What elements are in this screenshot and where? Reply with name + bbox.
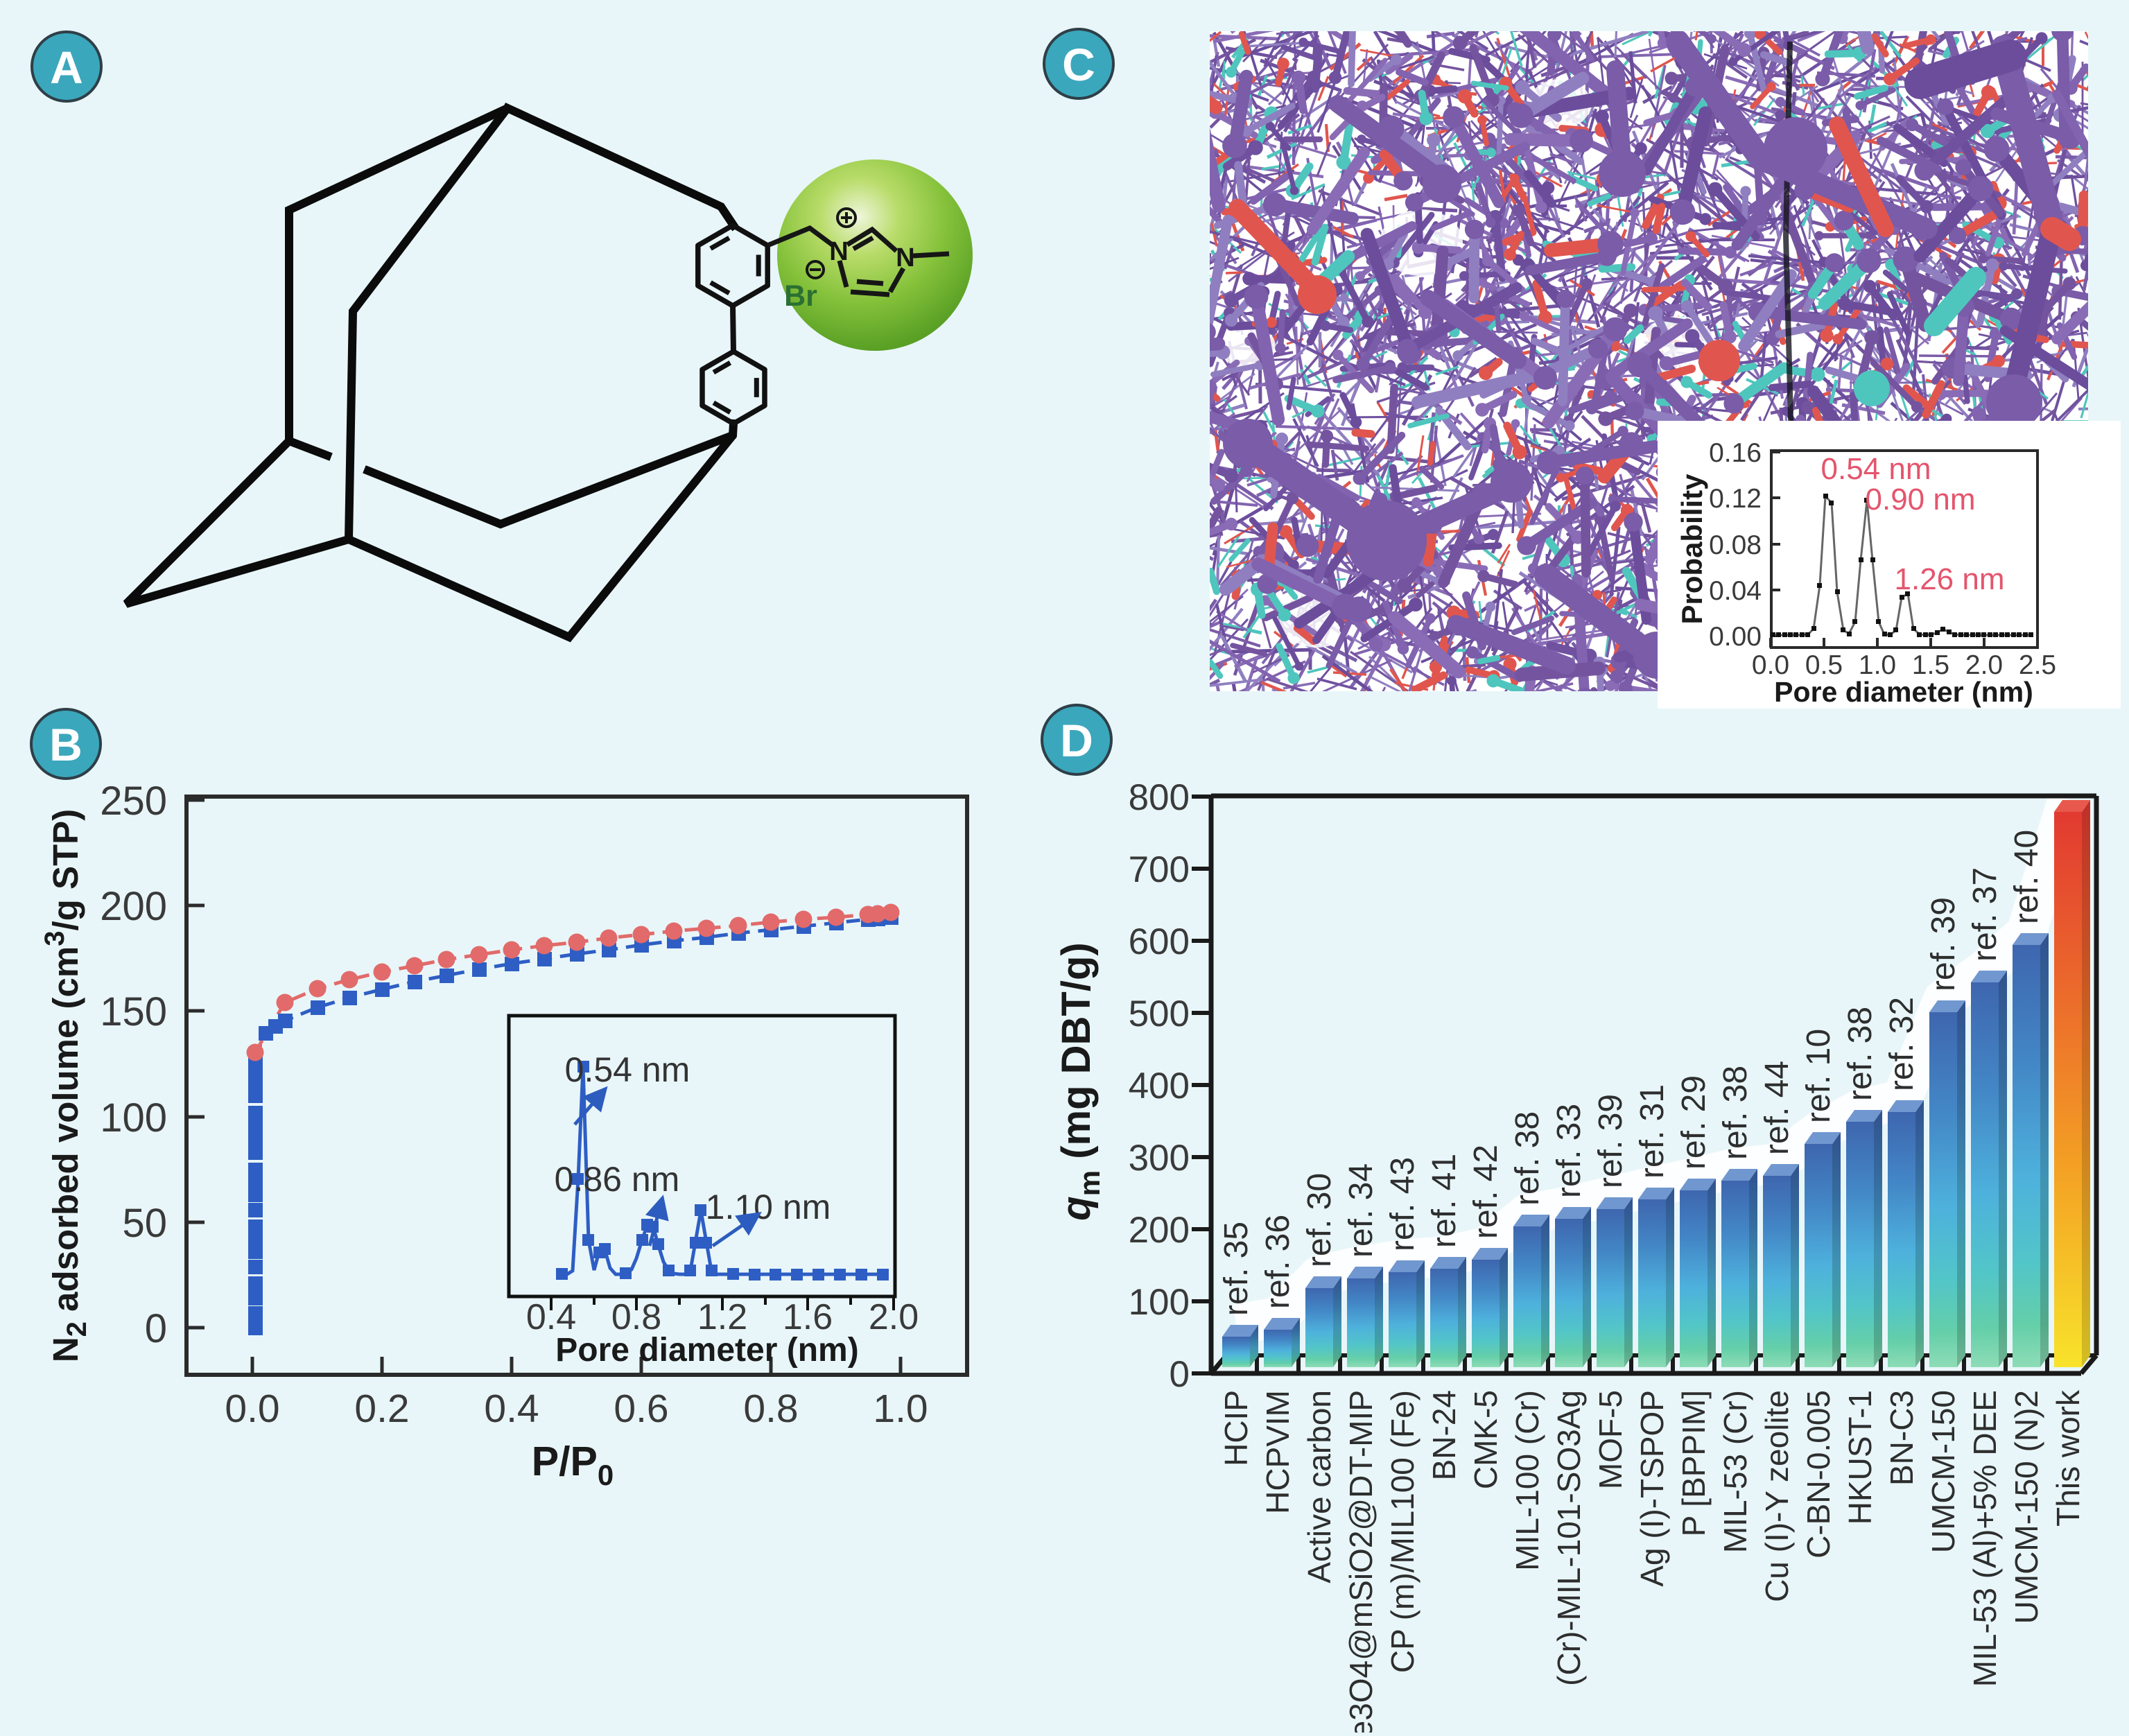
svg-text:N: N (896, 243, 914, 272)
svg-text:ref. 41: ref. 41 (1426, 1154, 1463, 1248)
svg-text:Fe3O4@mSiO2@DT-MIP: Fe3O4@mSiO2@DT-MIP (1343, 1390, 1379, 1733)
svg-text:Active carbon: Active carbon (1301, 1390, 1337, 1583)
svg-text:0: 0 (1170, 1354, 1190, 1395)
svg-text:ref. 29: ref. 29 (1676, 1075, 1712, 1170)
svg-text:0.08: 0.08 (1709, 530, 1762, 560)
svg-text:0.04: 0.04 (1709, 576, 1762, 606)
svg-text:ref. 38: ref. 38 (1509, 1111, 1546, 1206)
svg-text:0.8: 0.8 (611, 1297, 661, 1337)
svg-text:HKUST-1: HKUST-1 (1842, 1390, 1878, 1525)
svg-text:qm (mg DBT/g): qm (mg DBT/g) (1054, 942, 1106, 1220)
svg-text:100: 100 (100, 1095, 167, 1140)
svg-text:1.2: 1.2 (697, 1297, 747, 1337)
svg-text:ref. 31: ref. 31 (1634, 1084, 1671, 1179)
svg-text:2.0: 2.0 (869, 1297, 919, 1337)
svg-text:150: 150 (100, 989, 167, 1034)
svg-text:600: 600 (1129, 921, 1190, 962)
svg-text:ref. 30: ref. 30 (1301, 1173, 1338, 1267)
svg-text:BN-C3: BN-C3 (1884, 1390, 1920, 1486)
svg-text:UMCM-150: UMCM-150 (1925, 1390, 1961, 1553)
svg-text:0: 0 (145, 1306, 167, 1351)
svg-text:This work: This work (2050, 1389, 2086, 1527)
svg-text:ref. 32: ref. 32 (1884, 997, 1920, 1091)
svg-text:0.0: 0.0 (225, 1387, 279, 1431)
svg-text:HCPVIM: HCPVIM (1260, 1390, 1296, 1514)
svg-text:Pore diameter (nm): Pore diameter (nm) (555, 1332, 858, 1369)
svg-text:ref. 38: ref. 38 (1842, 1007, 1879, 1101)
svg-text:100: 100 (1129, 1282, 1190, 1323)
svg-text:A: A (50, 42, 83, 93)
svg-text:2.0: 2.0 (1965, 650, 2003, 680)
svg-text:0.54 nm: 0.54 nm (1821, 452, 1931, 486)
svg-text:ref. 34: ref. 34 (1343, 1163, 1380, 1258)
svg-text:Pore diameter (nm): Pore diameter (nm) (1774, 676, 2033, 708)
svg-text:ref. 42: ref. 42 (1468, 1145, 1504, 1239)
svg-text:1.0: 1.0 (1859, 650, 1896, 680)
svg-text:0.2: 0.2 (354, 1387, 409, 1431)
svg-text:P [BPPIM]: P [BPPIM] (1676, 1390, 1712, 1536)
svg-text:1.6: 1.6 (783, 1297, 833, 1337)
svg-text:1.26 nm: 1.26 nm (1895, 562, 2005, 596)
svg-text:ref. 39: ref. 39 (1925, 897, 1962, 991)
svg-text:1.0: 1.0 (873, 1387, 928, 1431)
svg-text:C: C (1062, 39, 1095, 90)
svg-text:MIL-100 (Cr): MIL-100 (Cr) (1509, 1390, 1545, 1571)
svg-text:BN-24: BN-24 (1426, 1390, 1462, 1480)
svg-text:ref. 40: ref. 40 (2008, 830, 2045, 924)
svg-text:UMCM-150 (N)2: UMCM-150 (N)2 (2008, 1390, 2044, 1624)
svg-text:0.12: 0.12 (1709, 484, 1762, 514)
svg-text:2.5: 2.5 (2019, 650, 2056, 680)
svg-text:ref. 43: ref. 43 (1384, 1157, 1421, 1251)
svg-text:Probability: Probability (1676, 474, 1708, 625)
svg-text:N: N (829, 237, 848, 266)
svg-text:D: D (1060, 715, 1093, 766)
svg-text:ref. 10: ref. 10 (1800, 1029, 1837, 1123)
svg-text:200: 200 (1129, 1210, 1190, 1251)
svg-text:700: 700 (1129, 849, 1190, 890)
svg-text:0.0: 0.0 (1752, 650, 1789, 680)
svg-text:ref. 36: ref. 36 (1260, 1215, 1296, 1309)
svg-text:0.5: 0.5 (1805, 650, 1843, 680)
svg-text:ref. 44: ref. 44 (1759, 1061, 1796, 1155)
svg-text:200: 200 (100, 884, 167, 929)
svg-text:C-BN-0.005: C-BN-0.005 (1800, 1390, 1836, 1559)
svg-text:N2 adsorbed volume (cm3/g STP): N2 adsorbed volume (cm3/g STP) (40, 809, 92, 1362)
svg-text:300: 300 (1129, 1138, 1190, 1179)
svg-text:1.10 nm: 1.10 nm (706, 1188, 831, 1226)
svg-text:B: B (49, 719, 82, 770)
svg-text:0.90 nm: 0.90 nm (1866, 483, 1976, 517)
svg-text:ref. 37: ref. 37 (1967, 867, 2004, 962)
svg-text:0.8: 0.8 (743, 1387, 798, 1431)
svg-text:0.6: 0.6 (614, 1387, 668, 1431)
svg-text:ref. 38: ref. 38 (1717, 1066, 1754, 1160)
svg-text:500: 500 (1129, 993, 1190, 1034)
svg-text:1.5: 1.5 (1912, 650, 1949, 680)
svg-text:(Cr)-MIL-101-SO3Ag: (Cr)-MIL-101-SO3Ag (1551, 1390, 1587, 1686)
svg-text:0.16: 0.16 (1709, 438, 1762, 468)
svg-text:250: 250 (100, 779, 167, 824)
svg-text:0.54 nm: 0.54 nm (565, 1050, 690, 1089)
svg-text:0.86 nm: 0.86 nm (555, 1160, 680, 1199)
svg-text:0.00: 0.00 (1709, 622, 1762, 652)
svg-text:MIL-53 (Al)+5% DEE: MIL-53 (Al)+5% DEE (1967, 1390, 2003, 1687)
svg-text:MIL-53 (Cr): MIL-53 (Cr) (1717, 1390, 1753, 1553)
svg-text:ref. 33: ref. 33 (1551, 1104, 1588, 1198)
svg-text:0.4: 0.4 (526, 1297, 576, 1337)
svg-text:CP (m)/MIL100 (Fe): CP (m)/MIL100 (Fe) (1384, 1390, 1420, 1673)
svg-text:MOF-5: MOF-5 (1592, 1390, 1628, 1489)
svg-text:HCIP: HCIP (1218, 1390, 1254, 1466)
svg-text:ref. 39: ref. 39 (1592, 1094, 1629, 1188)
svg-text:Br: Br (784, 279, 817, 313)
svg-text:800: 800 (1129, 777, 1190, 818)
svg-text:Cu (I)-Y zeolite: Cu (I)-Y zeolite (1759, 1390, 1795, 1602)
svg-text:CMK-5: CMK-5 (1468, 1390, 1504, 1489)
svg-text:P/P0: P/P0 (532, 1439, 614, 1491)
svg-text:ref. 35: ref. 35 (1218, 1222, 1255, 1316)
svg-text:50: 50 (122, 1201, 167, 1246)
svg-text:Ag (I)-TSPOP: Ag (I)-TSPOP (1634, 1390, 1670, 1587)
svg-text:400: 400 (1129, 1066, 1190, 1106)
svg-text:0.4: 0.4 (484, 1387, 539, 1431)
